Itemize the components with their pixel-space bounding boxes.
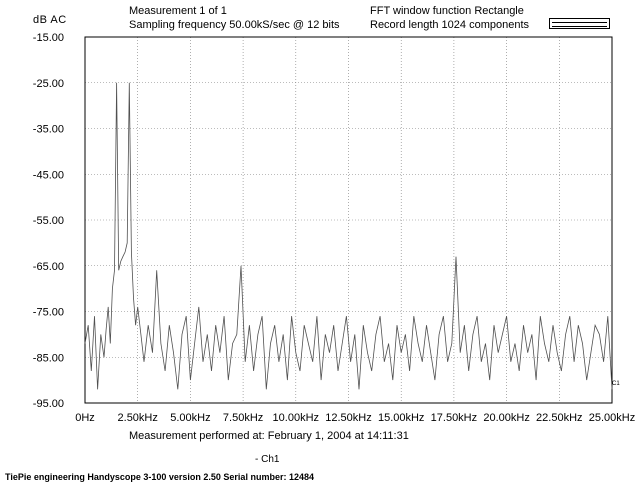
x-tick-label: 22.50kHz xyxy=(536,412,582,424)
x-tick-label: 2.50kHz xyxy=(118,412,158,424)
measurement-count: Measurement 1 of 1 xyxy=(129,5,227,17)
y-tick-label: -85.00 xyxy=(33,352,64,364)
x-tick-label: 10.00kHz xyxy=(273,412,319,424)
legend-swatch xyxy=(549,18,610,29)
y-tick-label: -25.00 xyxy=(33,78,64,90)
x-tick-label: 12.50kHz xyxy=(325,412,371,424)
fft-window-function: FFT window function Rectangle xyxy=(370,5,524,17)
series-ch1-trace xyxy=(84,82,613,390)
x-tick-label: 20.00kHz xyxy=(483,412,529,424)
y-tick-label: -15.00 xyxy=(33,32,64,44)
x-tick-label: 15.00kHz xyxy=(378,412,424,424)
y-tick-label: -35.00 xyxy=(33,124,64,136)
y-tick-label: -55.00 xyxy=(33,215,64,227)
record-length: Record length 1024 components xyxy=(370,19,529,31)
x-tick-label: 17.50kHz xyxy=(431,412,477,424)
x-tick-labels: 0Hz 2.50kHz 5.00kHz 7.50kHz 10.00kHz 12.50kHz… xyxy=(75,412,635,424)
y-tick-label: -45.00 xyxy=(33,169,64,181)
trace-label: C1 xyxy=(612,381,620,387)
x-tick-label: 0Hz xyxy=(75,412,95,424)
measurement-time: Measurement performed at: February 1, 20… xyxy=(129,430,409,442)
y-tick-labels: -15.00 -25.00 -35.00 -45.00 -55.00 -65.00 -75.… xyxy=(33,32,64,410)
x-tick-label: 5.00kHz xyxy=(170,412,210,424)
y-tick-label: -65.00 xyxy=(33,261,64,273)
x-tick-label: 25.00kHz xyxy=(589,412,635,424)
y-tick-label: -75.00 xyxy=(33,307,64,319)
channel-legend: - Ch1 xyxy=(255,454,280,465)
y-tick-label: -95.00 xyxy=(33,398,64,410)
x-tick-label: 7.50kHz xyxy=(223,412,263,424)
device-info: TiePie engineering Handyscope 3-100 vers… xyxy=(5,472,314,482)
sampling-frequency: Sampling frequency 50.00kS/sec @ 12 bits xyxy=(129,19,340,31)
y-unit-label: dB AC xyxy=(33,14,67,26)
plot-grid xyxy=(85,37,612,403)
plot-frame xyxy=(84,36,613,404)
